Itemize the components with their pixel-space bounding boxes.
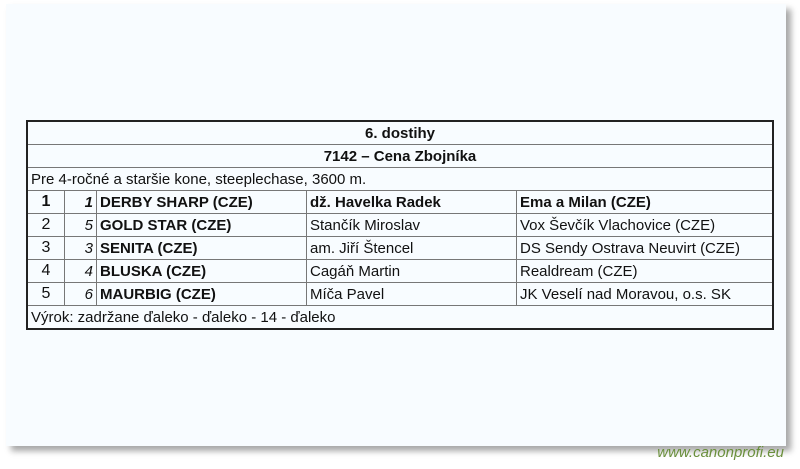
cell-number: 6: [64, 282, 97, 306]
table-row: 1 1 DERBY SHARP (CZE) dž. Havelka Radek Ema …: [26, 190, 774, 214]
cell-number: 1: [64, 190, 97, 214]
cell-place: 5: [26, 282, 65, 306]
table-row: 3 3 SENITA (CZE) am. Jiří Štencel DS Sendy O…: [26, 236, 774, 260]
cell-horse: SENITA (CZE): [96, 236, 307, 260]
race-results-table: 6. dostihy 7142 – Cena Zbojníka Pre 4-ro…: [26, 120, 774, 330]
race-name: 7142 – Cena Zbojníka: [26, 144, 774, 168]
cell-horse: MAURBIG (CZE): [96, 282, 307, 306]
cell-owner: JK Veselí nad Moravou, o.s. SK: [516, 282, 774, 306]
cell-owner: DS Sendy Ostrava Neuvirt (CZE): [516, 236, 774, 260]
cell-place: 1: [26, 190, 65, 214]
cell-place: 3: [26, 236, 65, 260]
cell-horse: BLUSKA (CZE): [96, 259, 307, 283]
table-row: 5 6 MAURBIG (CZE) Míča Pavel JK Veselí nad M…: [26, 282, 774, 306]
table-row: 4 4 BLUSKA (CZE) Cagáň Martin Realdream (CZE…: [26, 259, 774, 283]
cell-horse: DERBY SHARP (CZE): [96, 190, 307, 214]
cell-place: 4: [26, 259, 65, 283]
cell-jockey: dž. Havelka Radek: [306, 190, 517, 214]
cell-jockey: Cagáň Martin: [306, 259, 517, 283]
cell-number: 4: [64, 259, 97, 283]
cell-horse: GOLD STAR (CZE): [96, 213, 307, 237]
race-title: 6. dostihy: [26, 120, 774, 145]
race-verdict: Výrok: zadržane ďaleko - ďaleko - 14 - ď…: [26, 305, 774, 330]
cell-jockey: Stančík Miroslav: [306, 213, 517, 237]
cell-jockey: am. Jiří Štencel: [306, 236, 517, 260]
cell-place: 2: [26, 213, 65, 237]
cell-number: 3: [64, 236, 97, 260]
race-conditions: Pre 4-ročné a staršie kone, steeplechase…: [26, 167, 774, 191]
cell-number: 5: [64, 213, 97, 237]
watermark: www.canonprofi.eu: [657, 444, 784, 461]
cell-owner: Realdream (CZE): [516, 259, 774, 283]
cell-owner: Ema a Milan (CZE): [516, 190, 774, 214]
cell-owner: Vox Ševčík Vlachovice (CZE): [516, 213, 774, 237]
table-row: 2 5 GOLD STAR (CZE) Stančík Miroslav Vox Šev…: [26, 213, 774, 237]
cell-jockey: Míča Pavel: [306, 282, 517, 306]
